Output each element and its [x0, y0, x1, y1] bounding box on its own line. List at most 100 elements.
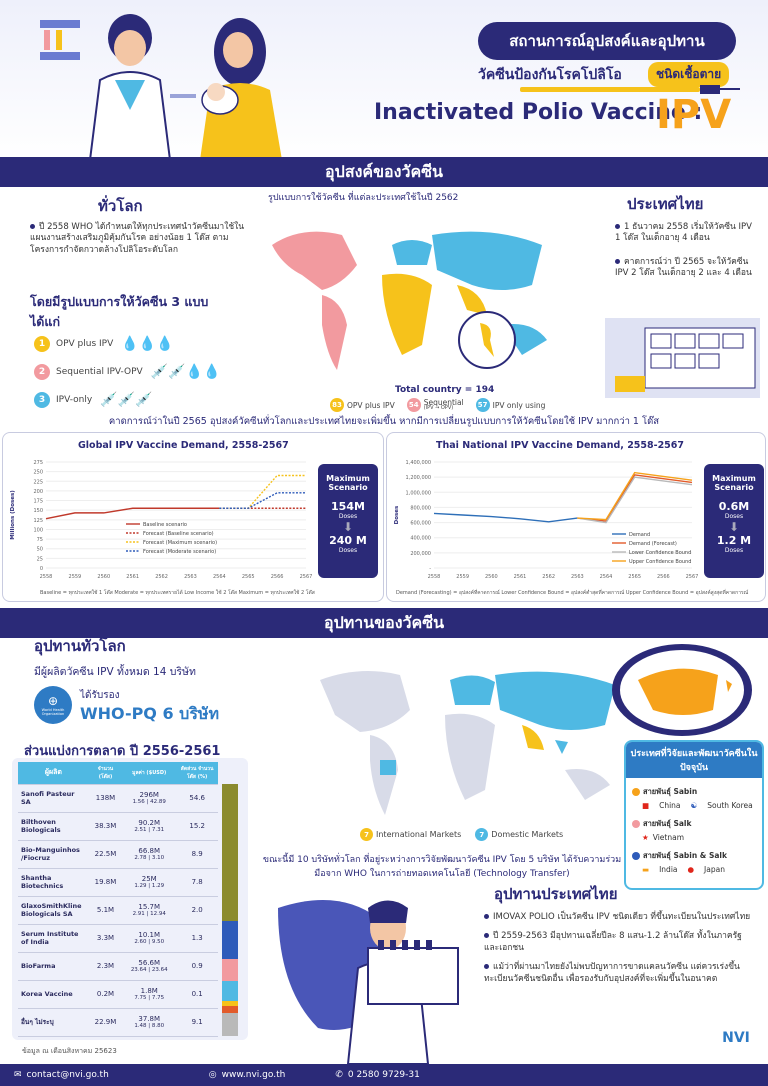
table-row: Bilthoven Biologicals 38.3M 90.2M 2.51 | 7.…	[18, 812, 218, 841]
forecast-note: คาดการณ์ว่าในปี 2565 อุปสงค์วัคซีนทั่วโล…	[108, 416, 660, 427]
thai-supply-bullet-2: ปี 2559-2563 มีอุปทานเฉลี่ยปีละ 8 แสน-1.…	[484, 931, 754, 954]
row-value: 66.8M 2.78 | 3.10	[122, 840, 177, 869]
thai-chart-footnote: Demand (Forecasting) = อุปสงค์ที่คาดการณ…	[396, 590, 749, 596]
map-india	[522, 725, 544, 750]
x-tick-label: 2565	[628, 574, 641, 580]
thai-supply-heading: อุปทานประเทศไทย	[494, 885, 618, 903]
map-legend: 83 OPV plus IPV 54 Sequential (IPV → OPV) 5…	[330, 398, 545, 412]
thai-max-scenario: Maximum Scenario 0.6M Doses ⬇ 1.2 M Dose…	[704, 464, 764, 578]
map-europe	[450, 675, 495, 705]
group-label: สายพันธุ์ Sabin	[643, 787, 698, 796]
supply-band: อุปทานของวัคซีน	[0, 608, 768, 638]
usage-heading: โดยมีรูปแบบการให้วัคซีน 3 แบบ ได้แก่	[30, 294, 209, 329]
legend-domestic: 7 Domestic Markets	[475, 828, 563, 841]
legend-count: 57	[475, 398, 490, 412]
doctor-mother-illustration	[40, 14, 282, 160]
row-doses: 5.1M	[88, 896, 123, 925]
footer-web[interactable]: www.nvi.go.th	[221, 1070, 286, 1080]
thai-supply-bullet-3: แม้ว่าที่ผ่านมาไทยยังไม่พบปัญหาการขาดแคล…	[484, 962, 754, 985]
table-row: BioFarma 2.3M 56.6M 23.64 | 23.64 0.9	[18, 952, 218, 981]
map-africa	[445, 713, 495, 800]
table-row: Serum Institute of India 3.3M 10.1M 2.60 | …	[18, 924, 218, 953]
footer-phone[interactable]: 0 2580 9729-31	[347, 1070, 420, 1080]
series-line	[433, 512, 578, 523]
data-date: ข้อมูล ณ เดือนสิงหาคม 25623	[22, 1047, 117, 1055]
market-share-title: ส่วนแบ่งการตลาด ปี 2556-2561	[24, 744, 221, 759]
row-doses: 22.9M	[88, 1008, 123, 1037]
row-doses: 38.3M	[88, 812, 123, 841]
row-doses: 2.3M	[88, 952, 123, 981]
row-value: 25M 1.29 | 1.29	[122, 868, 177, 897]
legend-entry: Demand (Forecast)	[629, 541, 677, 547]
global-chart-title: Global IPV Vaccine Demand, 2558-2567	[78, 440, 289, 451]
x-tick-label: 2558	[40, 574, 53, 580]
research-box-title: ประเทศที่วิจัยและพัฒนาวัคซีนในปัจจุบัน	[626, 742, 762, 778]
thai-demand-chart: 1,400,000 1,200,000 1,000,000 800,000 600,00…	[394, 460, 699, 580]
who-logo: ⊕ World Health Organization	[34, 686, 72, 724]
vaccine-name-en: Inactivated Polio Vaccine :	[374, 100, 703, 125]
map-asia	[495, 671, 615, 730]
y-tick-label: 1,400,000	[406, 460, 431, 466]
who-label: ได้รับรอง	[80, 690, 120, 701]
map-europe	[392, 240, 432, 265]
row-value-total: 90.2M	[138, 819, 161, 827]
table-row: อื่นๆ ไม่ระบุ 22.9M 37.8M 1.48 | 8.80 9.1	[18, 1008, 218, 1037]
legend-entry: Forecast (Moderate scenario)	[143, 549, 216, 555]
row-value: 296M 1.56 | 42.89	[122, 784, 177, 813]
row-share: 15.2	[176, 812, 218, 841]
research-group-sabin-salk: สายพันธุ์ Sabin & Salk	[632, 850, 756, 862]
col-header-value: มูลค่า ($USD)	[122, 762, 177, 785]
row-doses: 3.3M	[88, 924, 123, 953]
legend-opv-ipv: 83 OPV plus IPV	[330, 398, 395, 412]
legend-entry: Demand	[629, 532, 650, 538]
row-share: 0.1	[176, 980, 218, 1009]
row-producer: GlaxoSmithKline Biologicals SA	[18, 896, 89, 925]
bullet-dot	[484, 964, 489, 970]
thai-demand-heading: ประเทศไทย	[627, 195, 704, 213]
world-supply-map	[320, 671, 615, 815]
y-tick-label: 250	[33, 470, 43, 476]
row-doses: 138M	[88, 784, 123, 813]
row-value-range: 2.60 | 9.50	[134, 939, 165, 945]
thai-supply-bullets: IMOVAX POLIO เป็นวัคซีน IPV ชนิดเดียว ที…	[484, 912, 754, 985]
group-label: สายพันธุ์ Salk	[643, 819, 692, 828]
group-label: สายพันธุ์ Sabin & Salk	[643, 851, 727, 860]
thai-demand-bullet-2-text: คาดการณ์ว่า ปี 2565 จะให้วัคซีน IPV 2 โด…	[615, 256, 752, 279]
row-value: 56.6M 23.64 | 23.64	[122, 952, 177, 981]
world-demand-bullet: ปี 2558 WHO ได้กำหนดให้ทุกประเทศนำวัคซีน…	[30, 222, 255, 256]
japan-flag-icon: ●	[687, 865, 695, 874]
y-tick-label: 400,000	[410, 536, 431, 542]
map-north-america	[272, 231, 357, 290]
row-share: 0.9	[176, 952, 218, 981]
thai-supply-bullet-2-text: ปี 2559-2563 มีอุปทานเฉลี่ยปีละ 8 แสน-1.…	[484, 931, 742, 953]
usage-num-1: 1	[34, 336, 50, 352]
x-tick-label: 2564	[213, 574, 226, 580]
table-row: Shantha Biotechnics 19.8M 25M 1.29 | 1.29 7.…	[18, 868, 218, 897]
x-tick-label: 2567	[686, 574, 699, 580]
row-value-range: 2.78 | 3.10	[134, 855, 165, 861]
x-tick-label: 2567	[300, 574, 313, 580]
footer-email[interactable]: contact@nvi.go.th	[26, 1070, 109, 1080]
bullet-dot	[615, 258, 620, 264]
supply-band-title: อุปทานของวัคซีน	[323, 612, 445, 632]
row-value-range: 1.56 | 42.89	[132, 799, 166, 805]
demand-band: อุปสงค์ของวัคซีน	[0, 157, 768, 187]
india-flag-icon: ▬	[642, 865, 650, 874]
thai-supply-bullet-1-text: IMOVAX POLIO เป็นวัคซีน IPV ชนิดเดียว ที…	[493, 912, 751, 922]
map-thailand	[480, 323, 494, 357]
row-producer: อื่นๆ ไม่ระบุ	[18, 1008, 89, 1037]
usage-item-2: 2 Sequential IPV-OPV 💉💉💧💧	[34, 358, 220, 386]
x-tick-label: 2559	[456, 574, 469, 580]
legend-ipv-only: 57 IPV only using	[475, 398, 545, 412]
table-row: Sanofi Pasteur SA 138M 296M 1.56 | 42.89 54.…	[18, 784, 218, 813]
research-group-sabin: สายพันธุ์ Sabin	[632, 786, 756, 798]
phone-icon: ✆	[335, 1070, 343, 1080]
row-value: 10.1M 2.60 | 9.50	[122, 924, 177, 953]
legend-sequential: 54 Sequential (IPV → OPV)	[406, 398, 464, 412]
row-value-total: 1.8M	[140, 987, 158, 995]
row-doses: 19.8M	[88, 868, 123, 897]
legend-label: OPV plus IPV	[347, 400, 395, 410]
who-pq-count: WHO-PQ 6 บริษัท	[80, 704, 220, 723]
supply-map-legend: 7 International Markets 7 Domestic Markets	[360, 828, 563, 841]
map-brazil	[380, 760, 396, 775]
